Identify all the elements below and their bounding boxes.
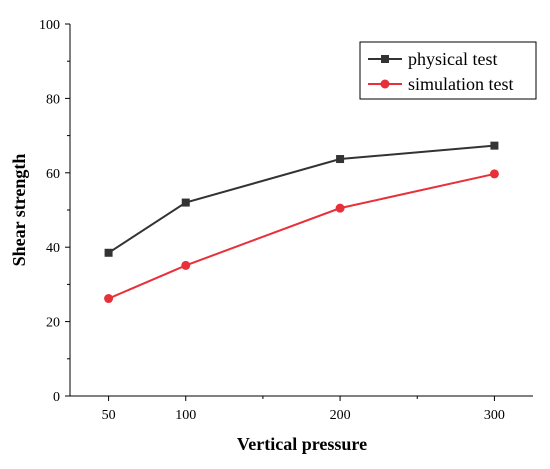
- x-tick-label: 50: [102, 408, 116, 423]
- legend-label: simulation test: [408, 74, 514, 94]
- legend: physical test simulation test: [359, 41, 537, 100]
- legend-marker: [380, 79, 390, 89]
- x-axis-title: Vertical pressure: [237, 434, 367, 454]
- data-point: [490, 141, 499, 150]
- y-tick-label: 80: [46, 92, 60, 107]
- data-point: [181, 198, 190, 207]
- y-tick-label: 40: [46, 241, 60, 256]
- x-tick-label: 300: [484, 408, 505, 423]
- data-point: [335, 203, 345, 213]
- data-point: [181, 260, 191, 270]
- y-axis-title: Shear strength: [9, 154, 29, 267]
- series-line: [108, 172, 495, 300]
- data-point: [336, 155, 345, 164]
- y-tick-label: 100: [39, 18, 60, 33]
- x-tick-label: 200: [330, 408, 351, 423]
- axes: 0 20 40 60 80 100 50 100 200 300: [39, 18, 533, 423]
- series-physical-test: [104, 141, 499, 257]
- legend-box: [359, 41, 537, 100]
- data-point: [489, 169, 499, 179]
- data-point: [104, 248, 113, 257]
- y-tick-label: 20: [46, 316, 60, 331]
- series-layer: [104, 141, 499, 304]
- data-point: [104, 294, 114, 304]
- y-tick-label: 0: [53, 390, 60, 405]
- series-simulation-test: [104, 169, 499, 304]
- legend-marker: [381, 55, 389, 63]
- x-tick-label: 100: [175, 408, 196, 423]
- series-line: [108, 144, 495, 254]
- legend-label: physical test: [408, 49, 497, 69]
- y-tick-label: 60: [46, 167, 60, 182]
